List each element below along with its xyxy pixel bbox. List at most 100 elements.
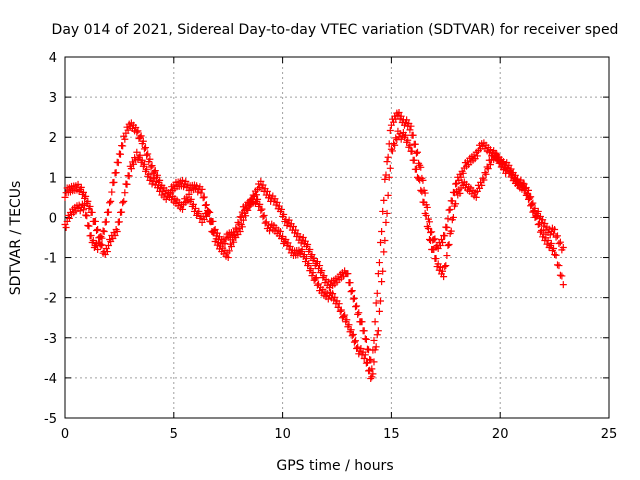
data-point: [406, 126, 414, 134]
data-point: [340, 312, 348, 320]
y-tick-label: -5: [44, 412, 57, 427]
data-point: [103, 248, 111, 256]
data-point: [165, 193, 173, 201]
data-point: [244, 206, 252, 214]
data-point: [316, 262, 324, 270]
data-point: [112, 169, 120, 177]
data-point: [472, 193, 480, 201]
data-point: [506, 167, 514, 175]
data-point: [380, 248, 388, 256]
data-point: [385, 140, 393, 148]
data-point: [423, 203, 431, 211]
data-point: [93, 226, 101, 234]
data-point: [449, 213, 457, 221]
axis-ticks: 0 5 10 15 20 25 -5 -4 -3 -2 -1 0 1 2 3 4: [44, 51, 617, 442]
data-point: [84, 221, 92, 229]
data-point: [383, 209, 391, 217]
data-point: [202, 212, 210, 220]
data-point: [408, 147, 416, 155]
data-point: [372, 299, 380, 307]
data-point: [271, 195, 279, 203]
data-point: [111, 231, 119, 239]
data-point: [254, 195, 262, 203]
data-point: [225, 247, 233, 255]
data-points: [61, 108, 567, 383]
data-point: [137, 132, 145, 140]
data-point: [427, 228, 435, 236]
data-point: [121, 135, 129, 143]
data-point: [335, 300, 343, 308]
data-point: [370, 358, 378, 366]
data-point: [486, 161, 494, 169]
data-point: [529, 199, 537, 207]
data-point: [65, 214, 73, 222]
data-point: [142, 144, 150, 152]
data-point: [204, 209, 212, 217]
data-point: [313, 258, 321, 266]
data-point: [201, 201, 209, 209]
data-point: [192, 204, 200, 212]
data-point: [82, 211, 90, 219]
data-point: [336, 307, 344, 315]
data-point: [305, 260, 313, 268]
data-point: [386, 164, 394, 172]
data-point: [422, 211, 430, 219]
data-point: [121, 189, 129, 197]
data-point: [421, 189, 429, 197]
data-point: [324, 295, 332, 303]
data-point: [140, 160, 148, 168]
data-point: [367, 356, 375, 364]
data-point: [119, 199, 127, 207]
data-point: [260, 211, 268, 219]
data-point: [443, 252, 451, 260]
data-point: [451, 189, 459, 197]
data-point: [410, 156, 418, 164]
data-point: [202, 201, 210, 209]
data-point: [214, 239, 222, 247]
data-point: [492, 149, 500, 157]
data-point: [434, 260, 442, 268]
data-point: [179, 205, 187, 213]
data-point: [236, 227, 244, 235]
data-point: [299, 234, 307, 241]
data-point: [527, 193, 535, 201]
data-point: [224, 254, 232, 262]
data-point: [61, 193, 69, 201]
data-point: [182, 177, 190, 185]
data-point: [212, 235, 220, 243]
data-point: [552, 251, 560, 259]
data-point: [209, 228, 217, 236]
data-point: [444, 215, 452, 223]
data-point: [76, 207, 84, 215]
data-point: [150, 168, 158, 176]
data-point: [114, 159, 122, 167]
data-point: [99, 227, 107, 235]
chart-title: Day 014 of 2021, Sidereal Day-to-day VTE…: [52, 22, 619, 38]
data-point: [395, 108, 403, 116]
data-point: [559, 244, 567, 252]
data-point: [402, 131, 410, 139]
data-point: [478, 181, 486, 189]
data-point: [285, 216, 293, 224]
data-point: [437, 236, 445, 244]
data-point: [94, 246, 102, 254]
data-point: [439, 267, 447, 275]
y-tick-label: -4: [44, 372, 57, 387]
x-tick-label: 15: [383, 427, 400, 442]
x-tick-label: 5: [170, 427, 178, 442]
x-tick-label: 25: [601, 427, 618, 442]
y-tick-label: 0: [49, 211, 57, 226]
data-point: [412, 149, 420, 157]
data-point: [242, 212, 250, 220]
data-point: [127, 165, 135, 173]
data-point: [380, 196, 388, 204]
data-point: [360, 327, 368, 335]
data-point: [289, 222, 297, 230]
data-point: [143, 165, 151, 173]
data-point: [79, 206, 87, 214]
data-point: [354, 343, 362, 351]
data-point: [256, 200, 264, 208]
y-tick-label: 1: [49, 171, 57, 186]
data-point: [555, 262, 563, 270]
data-point: [397, 112, 405, 120]
